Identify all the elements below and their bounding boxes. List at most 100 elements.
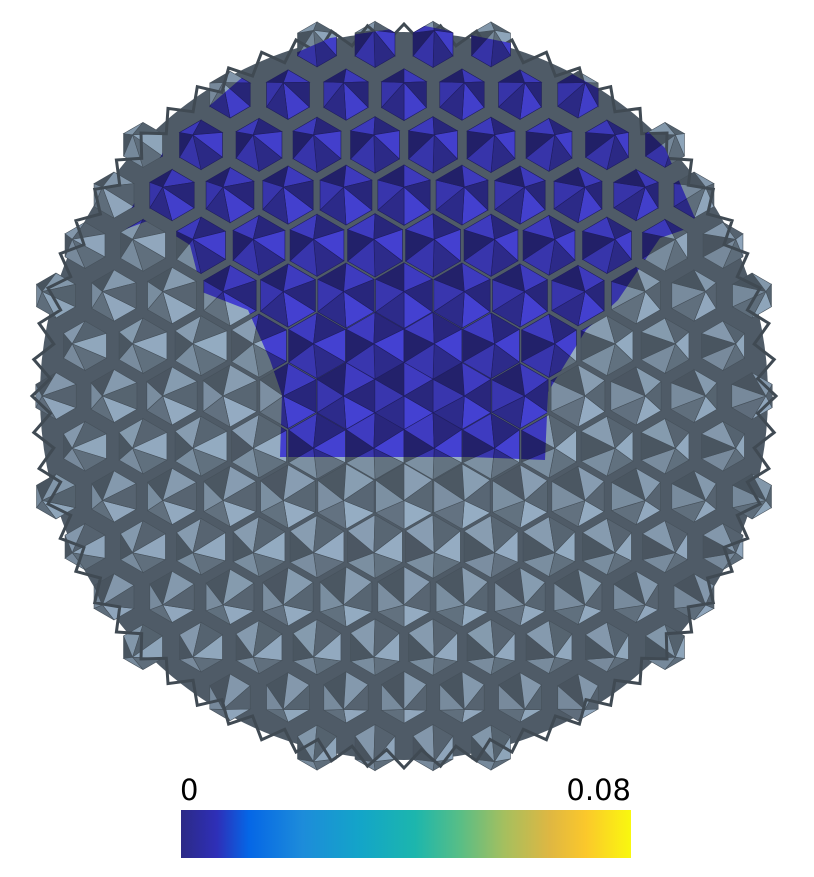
mesh-facet — [71, 233, 106, 258]
mesh-facet — [282, 81, 310, 108]
mesh-facet — [584, 379, 606, 413]
mesh-facet — [705, 482, 717, 510]
mesh-facet — [282, 379, 317, 413]
mesh-facet — [222, 82, 251, 107]
mesh-facet — [312, 429, 346, 460]
mesh-facet — [101, 483, 137, 510]
mesh-facet — [161, 281, 197, 311]
mesh-facet — [41, 383, 77, 409]
mesh-facet — [463, 479, 491, 514]
mesh-viewport[interactable] — [0, 0, 814, 780]
mesh-facet — [584, 480, 605, 513]
mesh-facet — [705, 282, 717, 310]
mesh-facet — [192, 532, 226, 562]
mesh-facet — [403, 179, 431, 211]
mesh-facet — [252, 329, 287, 363]
mesh-facet — [282, 480, 316, 513]
mesh-facet — [403, 683, 427, 711]
mesh-facet — [282, 684, 310, 711]
mesh-facet — [222, 582, 255, 612]
mesh-facet — [524, 479, 548, 513]
mesh-facet — [192, 330, 228, 362]
mesh-facet — [312, 130, 342, 160]
mesh-facet — [463, 378, 492, 414]
mesh-facet — [614, 330, 634, 362]
mesh-facet — [192, 230, 226, 260]
mesh-facet — [403, 81, 427, 109]
mesh-facet — [554, 632, 573, 661]
mesh-facet — [675, 532, 688, 561]
mesh-facet — [403, 278, 433, 313]
mesh-facet — [614, 430, 634, 462]
mesh-facet — [342, 683, 369, 711]
mesh-facet — [433, 428, 463, 460]
mesh-facet — [524, 684, 542, 711]
mesh-facet — [343, 179, 373, 211]
mesh-facet — [312, 632, 342, 662]
mesh-facet — [131, 533, 166, 561]
mesh-facet — [222, 180, 255, 210]
mesh-facet — [373, 530, 403, 563]
mesh-facet — [403, 479, 433, 514]
colorbar-max-label: 0.08 — [566, 773, 631, 807]
mesh-facet — [282, 180, 314, 211]
mesh-facet — [554, 530, 576, 563]
mesh-facet — [131, 431, 168, 461]
mesh-facet — [71, 534, 106, 559]
mesh-facet — [71, 332, 107, 359]
mesh-facet — [554, 229, 576, 262]
mesh-facet — [131, 231, 166, 259]
mesh-facet — [192, 634, 223, 660]
mesh-facet — [312, 530, 345, 563]
mesh-facet — [584, 582, 603, 612]
mesh-facet — [373, 229, 403, 262]
mesh-facet — [584, 279, 605, 312]
mesh-facet — [614, 531, 632, 562]
mesh-facet — [675, 331, 690, 361]
mesh-facet — [433, 229, 461, 262]
mesh-facet — [614, 633, 629, 660]
mesh-facet — [222, 380, 258, 412]
mesh-facet — [433, 29, 454, 57]
mesh-facet — [373, 29, 396, 57]
mesh-facet — [192, 430, 228, 462]
mesh-facet — [524, 180, 546, 211]
mesh-facet — [463, 581, 489, 613]
mesh-facet — [161, 481, 197, 511]
mesh-facet — [403, 581, 431, 613]
mesh-facet — [644, 481, 661, 512]
mesh-facet — [252, 633, 283, 661]
mesh-facet — [433, 530, 461, 563]
mesh-facet — [493, 130, 516, 160]
mesh-facet — [342, 81, 369, 109]
mesh-facet — [675, 133, 685, 157]
mesh-facet — [493, 632, 516, 662]
mesh-facet — [343, 278, 375, 313]
mesh-facet — [312, 229, 345, 262]
mesh-facet — [524, 581, 546, 612]
mesh-facet — [161, 583, 195, 611]
mesh-facet — [252, 131, 283, 159]
mesh-facet — [222, 480, 257, 512]
mesh-facet — [252, 531, 286, 563]
mesh-facet — [765, 283, 772, 307]
mesh-facet — [493, 530, 519, 563]
mesh-facet — [222, 685, 251, 710]
mesh-facet — [584, 180, 603, 210]
mesh-facet — [282, 581, 314, 612]
colorbar — [181, 810, 631, 858]
mesh-facet — [433, 130, 458, 160]
mesh-facet — [101, 282, 137, 309]
mesh-facet — [644, 280, 661, 311]
mesh-facet — [765, 485, 772, 509]
mesh-facet — [493, 429, 520, 460]
mesh-facet — [131, 331, 168, 361]
mesh-facet — [735, 332, 745, 360]
mesh-facet — [584, 684, 599, 710]
mesh-facet — [675, 431, 690, 461]
mesh-facet — [433, 328, 463, 364]
mesh-facet — [252, 229, 286, 261]
mesh-facet — [705, 381, 718, 411]
mesh-facet — [282, 279, 316, 312]
mesh-facet — [312, 328, 346, 363]
